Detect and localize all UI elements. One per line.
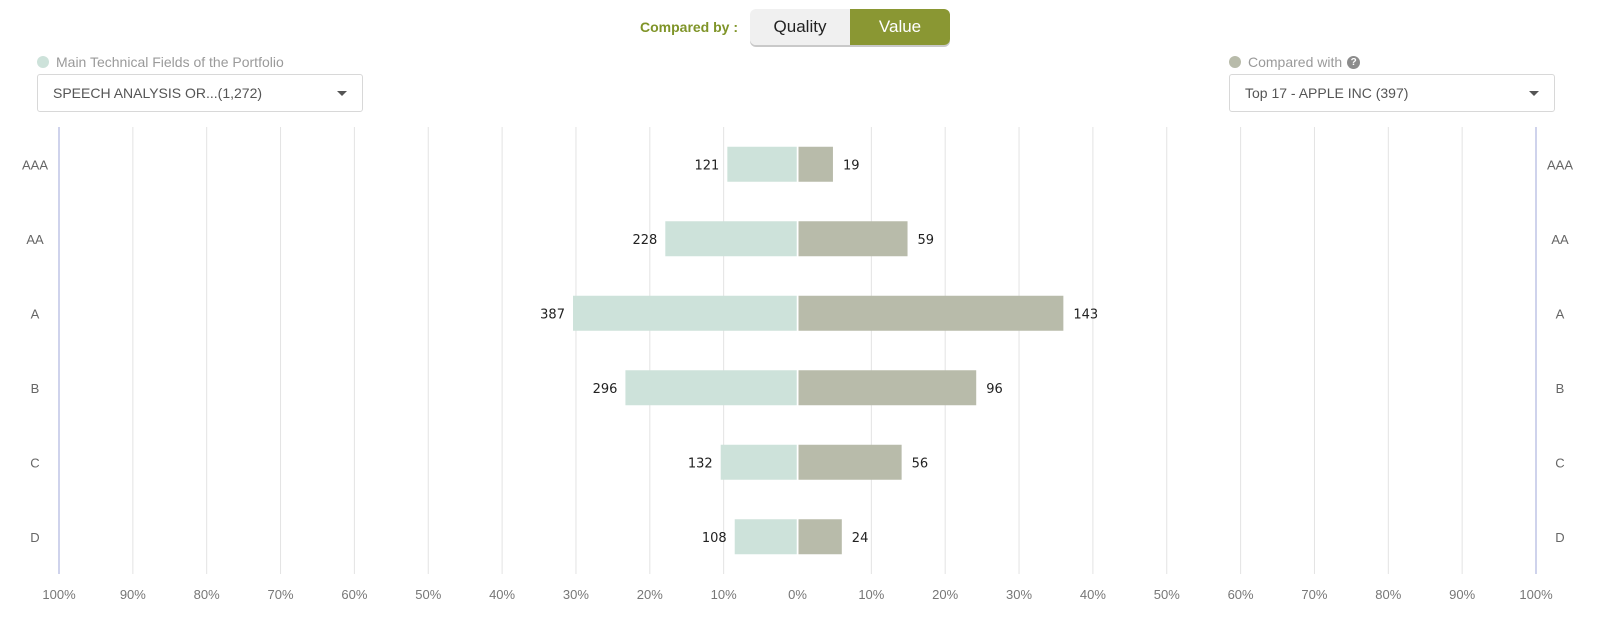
x-tick-label: 0% xyxy=(788,587,807,602)
bar-left xyxy=(665,221,798,257)
portfolio-select-value: SPEECH ANALYSIS OR...(1,272) xyxy=(53,85,263,101)
compared-with-select[interactable]: Top 17 - APPLE INC (397) xyxy=(1229,74,1555,112)
left-legend-dot xyxy=(37,56,49,68)
x-tick-label: 40% xyxy=(1080,587,1106,602)
x-tick-label: 90% xyxy=(120,587,146,602)
bar-value-right: 24 xyxy=(852,531,869,546)
bar-value-left: 296 xyxy=(593,382,618,397)
x-tick-label: 100% xyxy=(42,587,76,602)
bar-right xyxy=(798,370,977,406)
toggle-quality-button[interactable]: Quality xyxy=(750,9,851,45)
caret-down-icon xyxy=(1529,91,1539,96)
bar-right xyxy=(798,221,908,257)
bar-value-left: 228 xyxy=(632,233,657,248)
bar-left xyxy=(572,295,798,331)
category-label-left: A xyxy=(31,306,40,321)
x-tick-label: 20% xyxy=(637,587,663,602)
category-label-left: C xyxy=(30,455,39,470)
category-label-right: C xyxy=(1555,455,1564,470)
bar-value-right: 96 xyxy=(986,382,1003,397)
bar-value-right: 59 xyxy=(918,233,935,248)
x-tick-label: 10% xyxy=(711,587,737,602)
bar-right xyxy=(798,444,902,480)
bar-left xyxy=(734,519,798,555)
x-tick-label: 70% xyxy=(1301,587,1327,602)
right-legend: Compared with ? xyxy=(1229,54,1361,70)
x-tick-label: 20% xyxy=(932,587,958,602)
bar-value-left: 132 xyxy=(688,456,713,471)
x-tick-label: 60% xyxy=(1228,587,1254,602)
portfolio-select[interactable]: SPEECH ANALYSIS OR...(1,272) xyxy=(37,74,363,112)
x-tick-label: 30% xyxy=(1006,587,1032,602)
x-tick-label: 10% xyxy=(858,587,884,602)
category-label-right: D xyxy=(1555,530,1564,545)
x-tick-label: 60% xyxy=(341,587,367,602)
category-label-right: A xyxy=(1556,306,1565,321)
toggle-value-button[interactable]: Value xyxy=(850,9,951,45)
bar-value-right: 143 xyxy=(1073,307,1098,322)
x-tick-label: 50% xyxy=(415,587,441,602)
category-label-right: B xyxy=(1556,381,1565,396)
x-tick-label: 80% xyxy=(1375,587,1401,602)
x-tick-label: 80% xyxy=(194,587,220,602)
category-label-left: B xyxy=(31,381,40,396)
right-legend-dot xyxy=(1229,56,1241,68)
caret-down-icon xyxy=(337,91,347,96)
bar-value-left: 121 xyxy=(695,158,720,173)
bar-right xyxy=(798,519,842,555)
x-tick-label: 100% xyxy=(1519,587,1553,602)
left-legend-label: Main Technical Fields of the Portfolio xyxy=(56,54,284,70)
compare-toggle: Quality Value xyxy=(750,9,951,45)
right-legend-label: Compared with xyxy=(1248,54,1343,70)
x-tick-label: 50% xyxy=(1154,587,1180,602)
left-legend: Main Technical Fields of the Portfolio xyxy=(37,54,284,70)
category-label-left: AAA xyxy=(22,157,48,172)
category-label-right: AAA xyxy=(1547,157,1573,172)
x-tick-label: 40% xyxy=(489,587,515,602)
x-tick-label: 70% xyxy=(268,587,294,602)
bar-value-left: 387 xyxy=(540,307,565,322)
x-tick-label: 90% xyxy=(1449,587,1475,602)
bar-right xyxy=(798,146,833,182)
bar-left xyxy=(720,444,798,480)
bar-value-left: 108 xyxy=(702,531,727,546)
bar-left xyxy=(727,146,798,182)
question-circle-icon[interactable]: ? xyxy=(1347,55,1361,69)
compared-by-label: Compared by : xyxy=(640,19,739,35)
category-label-right: AA xyxy=(1551,232,1569,247)
bar-value-right: 19 xyxy=(843,158,860,173)
bar-value-right: 56 xyxy=(912,456,929,471)
x-tick-label: 30% xyxy=(563,587,589,602)
bar-right xyxy=(798,295,1064,331)
compared-with-select-value: Top 17 - APPLE INC (397) xyxy=(1245,85,1409,101)
compared-by-control: Compared by : Quality Value xyxy=(640,8,951,46)
category-label-left: AA xyxy=(26,232,44,247)
bar-left xyxy=(625,370,798,406)
category-label-left: D xyxy=(30,530,39,545)
